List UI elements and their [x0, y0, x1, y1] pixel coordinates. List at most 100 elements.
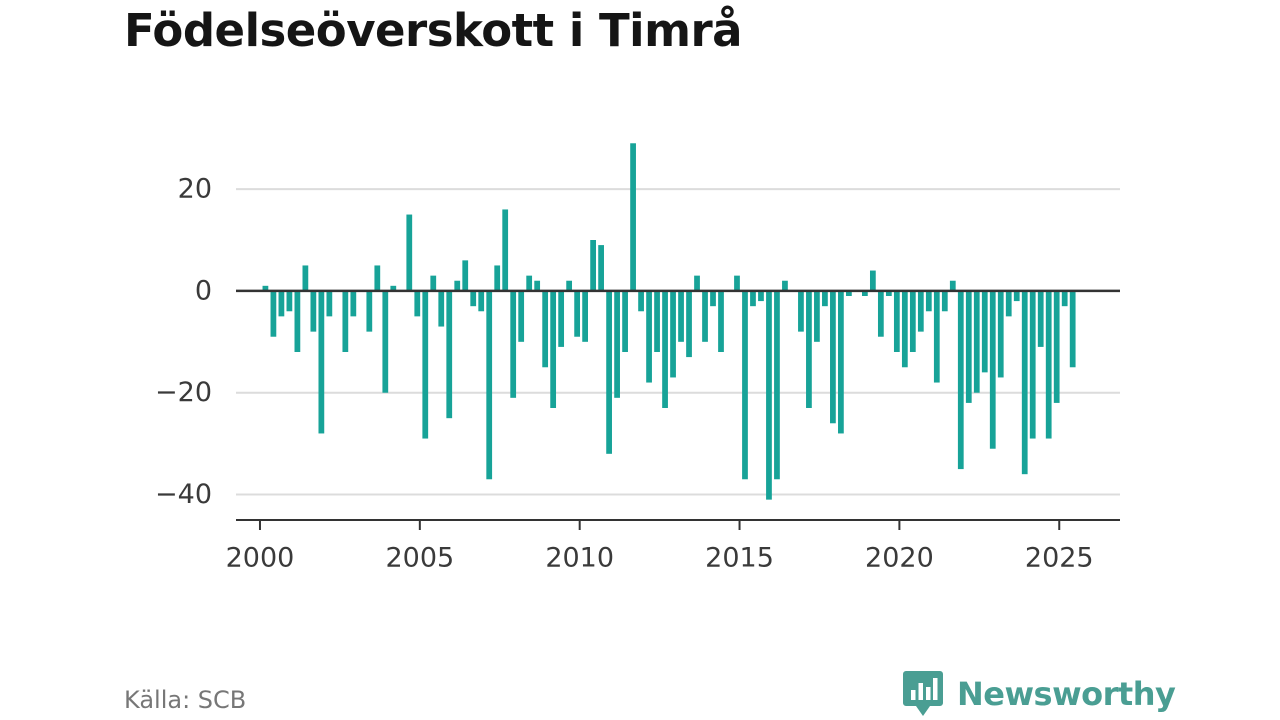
bar: [1037, 290, 1044, 347]
bar: [446, 290, 453, 419]
bar: [949, 280, 956, 291]
bar: [606, 290, 612, 454]
x-tick-label: 2020: [865, 543, 934, 574]
brand-name: Newsworthy: [957, 675, 1176, 713]
bar: [582, 290, 589, 342]
bar: [598, 245, 604, 291]
bar: [494, 265, 501, 291]
bar: [542, 290, 549, 368]
chat-bar-chart-icon: [903, 671, 943, 716]
bar: [614, 290, 620, 398]
bar: [686, 290, 692, 358]
bar: [1029, 290, 1036, 439]
bar: [893, 290, 900, 352]
newsworthy-logo: Newsworthy: [903, 670, 1176, 718]
bar: [941, 290, 948, 312]
source-label: Källa: SCB: [124, 686, 247, 714]
bar: [654, 290, 660, 352]
bar: [981, 290, 988, 373]
bar: [814, 290, 820, 342]
bar: [846, 290, 852, 296]
bar: [806, 290, 812, 408]
bar: [350, 290, 357, 317]
bar: [518, 290, 525, 342]
bar: [1061, 290, 1068, 307]
bar: [662, 290, 668, 408]
bar: [1021, 290, 1028, 475]
bar: [366, 290, 373, 332]
bar: [1053, 290, 1060, 403]
bar: [382, 290, 389, 393]
bar: [917, 290, 924, 332]
x-tick-label: 2025: [1025, 543, 1094, 574]
bar: [1005, 290, 1012, 317]
bar: [638, 290, 644, 312]
bar: [742, 290, 748, 480]
bar: [550, 290, 557, 408]
bar: [286, 290, 293, 312]
bar: [758, 290, 764, 302]
bar: [646, 290, 652, 383]
bar: [262, 285, 269, 291]
y-tick-label: 0: [195, 275, 212, 306]
bar: [630, 143, 636, 291]
bar: [901, 290, 908, 368]
x-tick-label: 2010: [545, 543, 614, 574]
bar: [462, 260, 469, 291]
bar: [877, 290, 884, 337]
bar: [534, 280, 541, 291]
bar: [430, 275, 437, 291]
bar: [774, 290, 780, 480]
bar: [622, 290, 628, 352]
bar: [478, 290, 485, 312]
bar: [830, 290, 836, 424]
bar: [734, 275, 740, 291]
y-tick-label: 20: [178, 174, 212, 205]
bar: [414, 290, 421, 317]
bar: [694, 275, 700, 291]
bar: [294, 290, 301, 352]
bar: [989, 290, 996, 449]
bar: [326, 290, 333, 317]
bar: [406, 214, 413, 291]
bar: [438, 290, 445, 327]
bar: [678, 290, 684, 342]
bar: [470, 290, 477, 307]
bar: [933, 290, 940, 383]
bar: [574, 290, 581, 337]
x-tick-label: 2015: [705, 543, 774, 574]
bar: [718, 290, 724, 352]
bar: [1013, 290, 1020, 302]
bar: [1045, 290, 1052, 439]
bar: [486, 290, 493, 480]
bar: [390, 285, 397, 291]
bar: [885, 290, 892, 296]
x-tick-label: 2005: [385, 543, 454, 574]
bar: [798, 290, 804, 332]
bar: [822, 290, 828, 307]
bar: [710, 290, 716, 307]
bar: [270, 290, 277, 337]
chart-title: Födelseöverskott i Timrå: [124, 4, 743, 57]
tick-labels: 20 0 −20 −40 2000 2005 2010 2015 2020 2025: [155, 174, 1094, 574]
bar: [374, 265, 381, 291]
bar: [590, 240, 596, 291]
bar: [526, 275, 533, 291]
axes: [236, 289, 1120, 530]
bars: [262, 143, 1076, 500]
bar: [318, 290, 325, 434]
bar: [342, 290, 349, 352]
bar: [869, 270, 876, 291]
bar: [750, 290, 756, 307]
bar: [957, 290, 964, 470]
bar: [1069, 290, 1076, 368]
bar: [973, 290, 980, 393]
bar: [861, 290, 868, 296]
bar: [766, 290, 772, 500]
bar: [670, 290, 676, 378]
bar: [454, 280, 461, 291]
bar: [838, 290, 844, 434]
bar: [558, 290, 565, 347]
bar: [997, 290, 1004, 378]
